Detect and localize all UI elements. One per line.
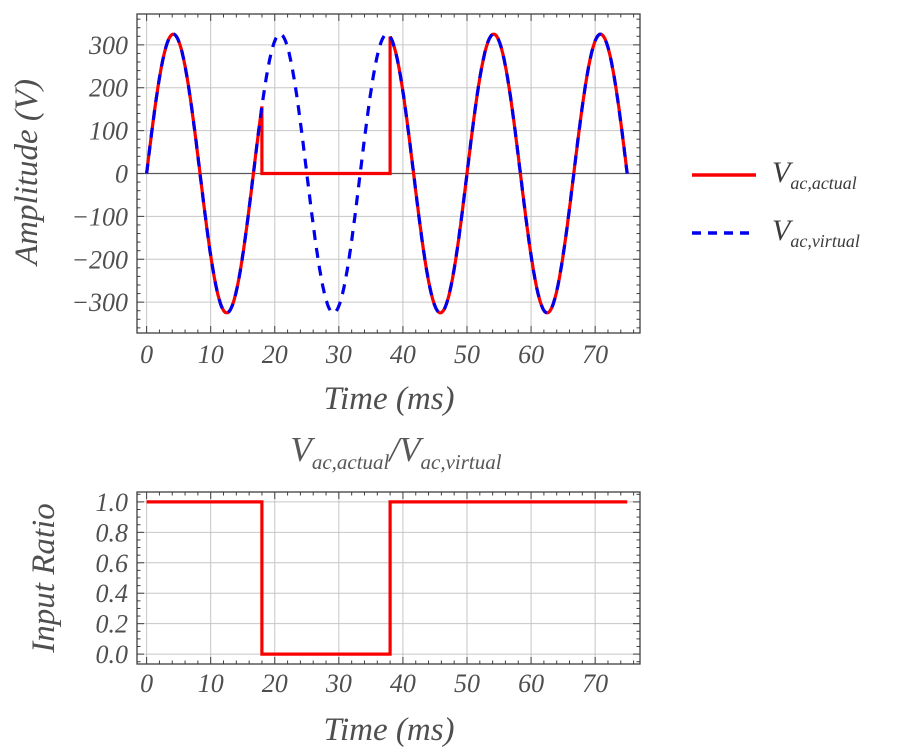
title-v2: V: [399, 430, 421, 469]
x-tick-label: 40: [390, 669, 416, 698]
legend-label-subscript: ac,actual: [790, 173, 857, 193]
top-chart-y-axis-label: Amplitude (V): [9, 78, 45, 266]
title-slash: /: [389, 430, 400, 469]
y-tick-label: 0.8: [96, 518, 129, 547]
legend-label-vac-virtual: Vac,virtual: [772, 214, 860, 251]
x-tick-label: 10: [198, 340, 224, 369]
x-tick-label: 40: [390, 340, 416, 369]
legend-dashed-line-icon: [692, 231, 756, 235]
top-chart-x-axis-label: Time (ms): [323, 381, 455, 417]
legend: Vac,actual Vac,virtual: [692, 151, 860, 257]
y-tick-label: 100: [89, 117, 128, 146]
y-tick-label: 300: [88, 31, 128, 60]
y-tick-label: 0.2: [96, 610, 129, 639]
y-tick-label: 0.0: [96, 640, 129, 669]
y-tick-label: 0.6: [96, 549, 129, 578]
legend-item-vac-actual: Vac,actual: [692, 151, 860, 199]
legend-solid-line-icon: [692, 173, 756, 177]
bottom-chart-x-axis-label: Time (ms): [323, 712, 455, 748]
x-tick-label: 50: [454, 340, 480, 369]
x-tick-label: 30: [325, 669, 352, 698]
x-tick-label: 60: [518, 340, 544, 369]
y-tick-label: −200: [71, 245, 128, 274]
y-tick-label: −300: [71, 288, 128, 317]
legend-label-vac-actual: Vac,actual: [772, 156, 857, 193]
title-sub2: ac,virtual: [420, 450, 502, 474]
y-tick-label: 0.4: [96, 579, 129, 608]
x-tick-label: 20: [262, 340, 288, 369]
x-tick-label: 20: [262, 669, 288, 698]
x-tick-label: 60: [518, 669, 544, 698]
x-tick-label: 0: [140, 669, 153, 698]
legend-item-vac-virtual: Vac,virtual: [692, 209, 860, 257]
chart-0: 0 10 20 30 40 50 60 70 −300 −200 −100 0 100 200 300: [71, 13, 641, 369]
title-v1: V: [290, 430, 312, 469]
chart-1: 0 10 20 30 40 50 60 70 0.00.20.40.60.81.0: [96, 488, 641, 698]
y-tick-label: 0: [115, 160, 128, 189]
bottom-chart-y-axis-label: Input Ratio: [26, 503, 62, 653]
x-tick-label: 0: [140, 340, 153, 369]
x-tick-label: 70: [582, 669, 608, 698]
title-sub1: ac,actual: [311, 450, 390, 474]
bottom-chart-title: Vac,actual/Vac,virtual: [186, 430, 606, 475]
x-tick-label: 50: [454, 669, 480, 698]
y-tick-label: 200: [89, 74, 128, 103]
series-input-ratio: [146, 500, 628, 656]
legend-label-base: V: [772, 214, 791, 247]
x-tick-label: 10: [198, 669, 224, 698]
x-tick-label: 30: [325, 340, 352, 369]
x-tick-label: 70: [582, 340, 608, 369]
legend-label-base: V: [772, 156, 791, 189]
y-tick-label: 1.0: [96, 488, 129, 517]
y-tick-label: −100: [71, 202, 128, 231]
legend-label-subscript: ac,virtual: [790, 231, 860, 251]
